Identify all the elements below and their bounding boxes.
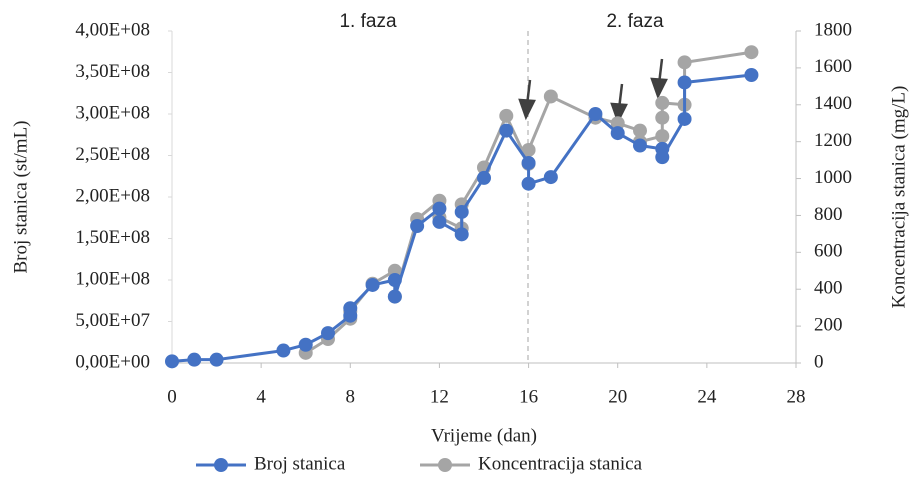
y2-tick-label: 1800 [814,19,852,40]
y-tick-label: 1,00E+08 [75,268,150,289]
point [499,123,514,138]
y2-tick-label: 200 [814,314,843,335]
point [165,354,179,369]
point [521,155,536,170]
point [276,343,291,358]
x-tick-label: 0 [167,386,177,407]
point [209,352,224,367]
y-tick-label: 4,00E+08 [75,19,150,40]
y2-tick-label: 800 [814,204,843,225]
point [387,289,402,304]
y-tick-label: 2,00E+08 [75,185,150,206]
y-tick-label: 0,00E+00 [75,351,150,372]
point [655,95,670,110]
point [365,277,380,292]
y2-axis-title: Koncentracija stanica (mg/L) [888,86,909,309]
y-tick-label: 2,50E+08 [75,144,150,165]
point [432,201,447,216]
x-tick-label: 4 [256,386,266,407]
point [588,107,603,121]
point [543,170,558,185]
point [610,126,625,141]
point [521,176,536,191]
y2-tick-label: 0 [814,351,824,372]
x-tick-label: 24 [697,386,717,407]
legend-label: Koncentracija stanica [478,453,643,474]
y2-tick-label: 1600 [814,56,852,77]
point [343,301,358,316]
x-tick-label: 12 [430,386,449,407]
point [298,337,313,352]
point [655,110,670,125]
y-axis-title: Broj stanica (st/mL) [10,120,31,273]
y-tick-label: 1,50E+08 [75,227,150,248]
point [677,111,692,126]
y2-tick-label: 1200 [814,130,852,151]
y-tick-label: 5,00E+07 [75,310,150,331]
point [744,67,759,82]
point [454,204,469,219]
point [321,326,335,341]
x-tick-label: 16 [519,386,538,407]
point [543,89,558,104]
y-tick-label: 3,50E+08 [75,61,150,82]
y-tick-label: 3,00E+08 [75,102,150,123]
point [499,108,514,123]
point [655,150,670,165]
point [633,123,647,138]
legend-marker [438,458,452,472]
point [432,214,447,229]
point [744,45,759,60]
y2-tick-label: 600 [814,241,843,262]
point [521,142,536,157]
point [187,352,202,367]
x-tick-label: 28 [787,386,806,407]
point [633,138,647,153]
point [454,227,469,242]
y2-tick-label: 1000 [814,167,852,188]
point [677,75,692,90]
point [477,170,491,185]
annotation: 2. faza [606,11,663,32]
x-tick-label: 8 [346,386,356,407]
legend-marker [214,458,228,472]
point [655,129,670,144]
x-tick-label: 20 [608,386,627,407]
y2-tick-label: 1400 [814,93,852,114]
point [410,219,425,234]
point [677,55,692,70]
legend-label: Broj stanica [254,453,346,474]
y2-tick-label: 400 [814,278,843,299]
point [610,116,625,131]
arrows [518,58,668,125]
annotation: 1. faza [339,11,396,32]
point [387,273,402,287]
x-axis-title: Vrijeme (dan) [431,425,537,446]
